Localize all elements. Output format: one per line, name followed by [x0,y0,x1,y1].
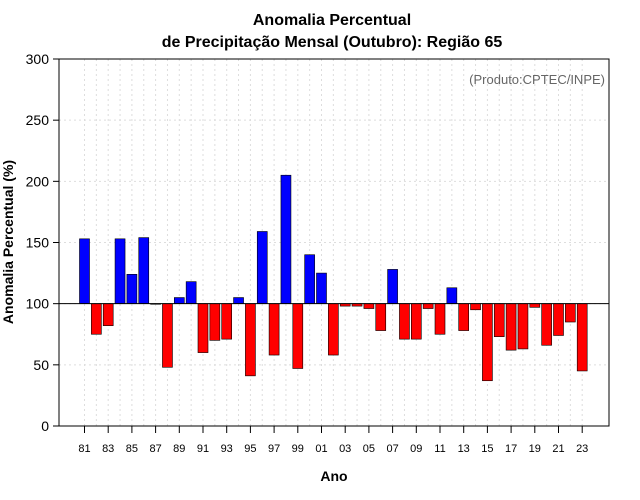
x-tick-label: 83 [102,443,114,455]
bar-84 [114,238,126,304]
x-tick-label: 91 [197,443,209,455]
x-axis-ticks: 81 83 85 87 89 91 93 95 97 99 01 03 05 07 09 11 13 15 17 19… [78,426,588,455]
x-tick-label: 97 [268,443,280,455]
chart-title-line2: de Precipitação Mensal (Outubro): Região… [162,34,503,51]
bar-19 [529,303,541,308]
bar-99 [292,303,304,369]
x-tick-label: 11 [434,443,445,455]
y-tick-label: 50 [33,357,49,373]
bar-91 [197,303,209,353]
bar-86 [138,237,150,304]
y-tick-label: 150 [26,235,50,251]
bar-05 [363,303,375,309]
bar-06 [375,303,387,331]
y-axis-ticks: 0 50 100 150 200 250 300 [26,51,59,434]
x-tick-label: 01 [315,443,327,455]
bar-23 [576,303,588,372]
x-tick-label: 15 [481,443,493,455]
bars-group [79,174,588,382]
x-tick-label: 81 [78,443,90,455]
bar-02 [328,303,339,356]
x-tick-label: 09 [410,443,422,455]
bar-13 [458,303,470,331]
x-tick-label: 93 [221,443,233,455]
bar-81 [79,238,90,304]
bar-82 [91,303,102,335]
bar-22 [565,303,576,323]
y-tick-label: 100 [26,296,50,312]
y-axis-label: Anomalia Percentual (%) [0,160,16,324]
x-tick-label: 17 [505,443,517,455]
bar-09 [410,303,422,340]
y-tick-label: 250 [26,112,50,128]
bar-88 [162,303,173,368]
bar-11 [434,303,446,335]
bar-95 [245,303,256,377]
bar-18 [517,303,529,350]
chart-title-line1: Anomalia Percentual [253,12,411,29]
bar-93 [221,303,232,340]
bar-12 [446,287,458,304]
x-tick-label: 05 [363,443,375,455]
bar-97 [268,303,280,356]
bar-08 [399,303,410,340]
bar-21 [553,303,564,336]
x-tick-label: 99 [292,443,304,455]
bar-96 [256,231,268,304]
bar-89 [174,297,185,304]
bar-16 [493,303,505,337]
bar-98 [280,174,292,304]
x-tick-label: 21 [552,443,564,455]
bar-83 [102,303,114,326]
bar-10 [422,303,434,309]
x-tick-label: 07 [386,443,398,455]
x-tick-label: 95 [244,443,256,455]
bar-94 [233,297,244,304]
bar-85 [126,274,138,304]
x-tick-label: 89 [173,443,185,455]
x-tick-label: 23 [576,443,588,455]
y-tick-label: 300 [26,51,50,67]
y-tick-label: 0 [41,418,49,434]
bar-92 [209,303,221,341]
x-tick-label: 87 [149,443,161,455]
credit-text: (Produto:CPTEC/INPE) [469,72,605,87]
bar-07 [387,269,398,304]
y-tick-label: 200 [26,173,50,189]
x-tick-label: 13 [458,443,470,455]
bar-15 [482,303,493,382]
bar-17 [505,303,517,351]
bar-20 [541,303,552,346]
bar-01 [316,272,327,304]
x-axis-label: Ano [320,468,347,484]
bar-14 [470,303,481,311]
x-tick-label: 03 [339,443,351,455]
bar-00 [304,254,315,304]
bar-90 [185,281,197,304]
gridlines [59,59,609,426]
x-tick-label: 85 [126,443,138,455]
x-tick-label: 19 [529,443,541,455]
